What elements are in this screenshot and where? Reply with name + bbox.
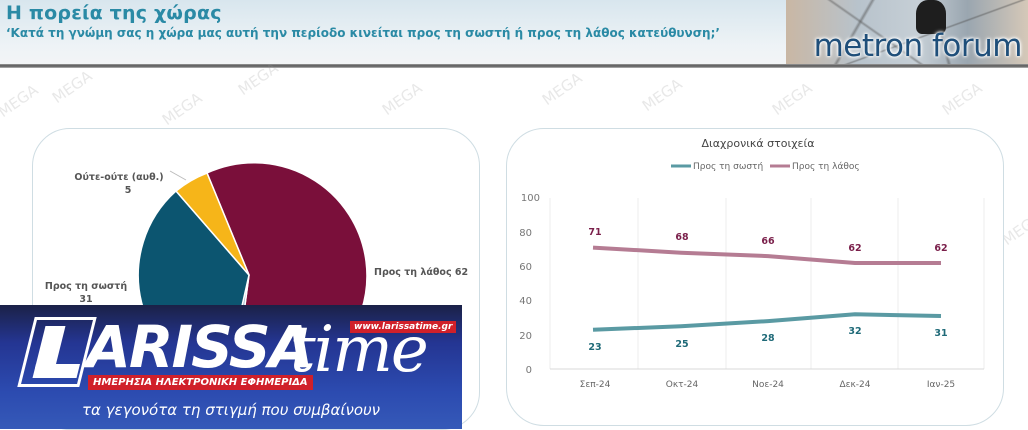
- banner-slogan: τα γεγονότα τη στιγμή που συμβαίνουν: [81, 401, 381, 419]
- chart-legend: Προς τη σωστή Προς τη λάθος: [671, 162, 860, 172]
- legend-label-right: Προς τη σωστή: [693, 162, 763, 172]
- y-tick: 60: [519, 262, 532, 273]
- y-tick: 0: [526, 365, 532, 376]
- x-axis: Σεπ-24 Οκτ-24 Νοε-24 Δεκ-24 Ιαν-25: [580, 380, 956, 390]
- data-label: 62: [848, 243, 861, 254]
- logo-photo-figure: [916, 0, 946, 34]
- data-label: 28: [761, 333, 775, 344]
- data-label: 32: [848, 326, 861, 337]
- banner-url[interactable]: www.larissatime.gr: [350, 321, 457, 333]
- series-line-right: [592, 312, 942, 332]
- data-label: 62: [934, 243, 947, 254]
- x-tick: Ιαν-25: [927, 380, 955, 390]
- x-tick: Οκτ-24: [666, 380, 699, 390]
- pie-label-right-value: 31: [79, 294, 92, 305]
- data-label: 23: [588, 342, 601, 353]
- y-tick: 20: [519, 331, 532, 342]
- line-chart: Διαχρονικά στοιχεία Προς τη σωστή Προς τ…: [519, 137, 985, 390]
- metron-forum-logo: metron forum 2.0: [786, 0, 1028, 66]
- gridlines: [549, 198, 985, 369]
- pie-label-right-name: Προς τη σωστή: [45, 281, 127, 292]
- data-label: 31: [934, 328, 947, 339]
- y-axis: 0 20 40 60 80 100: [519, 193, 540, 376]
- banner-tagline: ΗΜΕΡΗΣΙΑ ΗΛΕΚΤΡΟΝΙΚΗ ΕΦΗΜΕΡΙΔΑ: [88, 375, 313, 390]
- slide-header: Η πορεία της χώρας ‘Κατά τη γνώμη σας η …: [0, 0, 1028, 66]
- data-labels-right: 23 25 28 32 31: [588, 326, 947, 353]
- line-chart-title: Διαχρονικά στοιχεία: [702, 137, 815, 150]
- x-tick: Νοε-24: [752, 380, 784, 390]
- data-label: 25: [675, 339, 688, 350]
- larissatime-banner[interactable]: ARISSA time www.larissatime.gr ΗΜΕΡΗΣΙΑ …: [0, 305, 462, 429]
- legend-label-wrong: Προς τη λάθος: [792, 162, 860, 172]
- data-label: 68: [675, 232, 689, 243]
- pie-label-neither-value: 5: [125, 185, 132, 196]
- banner-l-logo: [17, 317, 97, 387]
- data-labels-wrong: 71 68 66 62 62: [588, 227, 947, 254]
- y-tick: 80: [519, 228, 532, 239]
- pie-label-wrong: Προς τη λάθος 62: [374, 267, 468, 278]
- y-tick: 100: [521, 193, 540, 204]
- pie-label-neither-name: Ούτε-ούτε (αυθ.): [74, 172, 163, 183]
- series-line-wrong: [592, 245, 941, 265]
- data-label: 71: [588, 227, 601, 238]
- survey-question: ‘Κατά τη γνώμη σας η χώρα μας αυτή την π…: [6, 26, 720, 40]
- logo-text: metron forum 2.0: [813, 28, 1023, 66]
- y-tick: 40: [519, 296, 532, 307]
- page-title: Η πορεία της χώρας: [6, 2, 222, 24]
- pie-slice-neither: [174, 172, 250, 276]
- x-tick: Σεπ-24: [580, 380, 611, 390]
- x-tick: Δεκ-24: [839, 380, 870, 390]
- line-chart-panel: [506, 128, 1004, 426]
- leader-line: [169, 170, 187, 181]
- data-label: 66: [761, 236, 775, 247]
- header-divider: [0, 64, 1028, 68]
- banner-brand: ARISSA: [86, 313, 313, 381]
